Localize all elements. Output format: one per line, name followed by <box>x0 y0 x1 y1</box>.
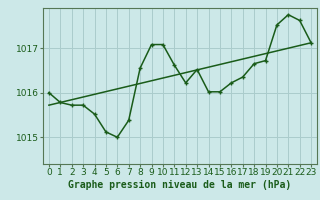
X-axis label: Graphe pression niveau de la mer (hPa): Graphe pression niveau de la mer (hPa) <box>68 180 292 190</box>
